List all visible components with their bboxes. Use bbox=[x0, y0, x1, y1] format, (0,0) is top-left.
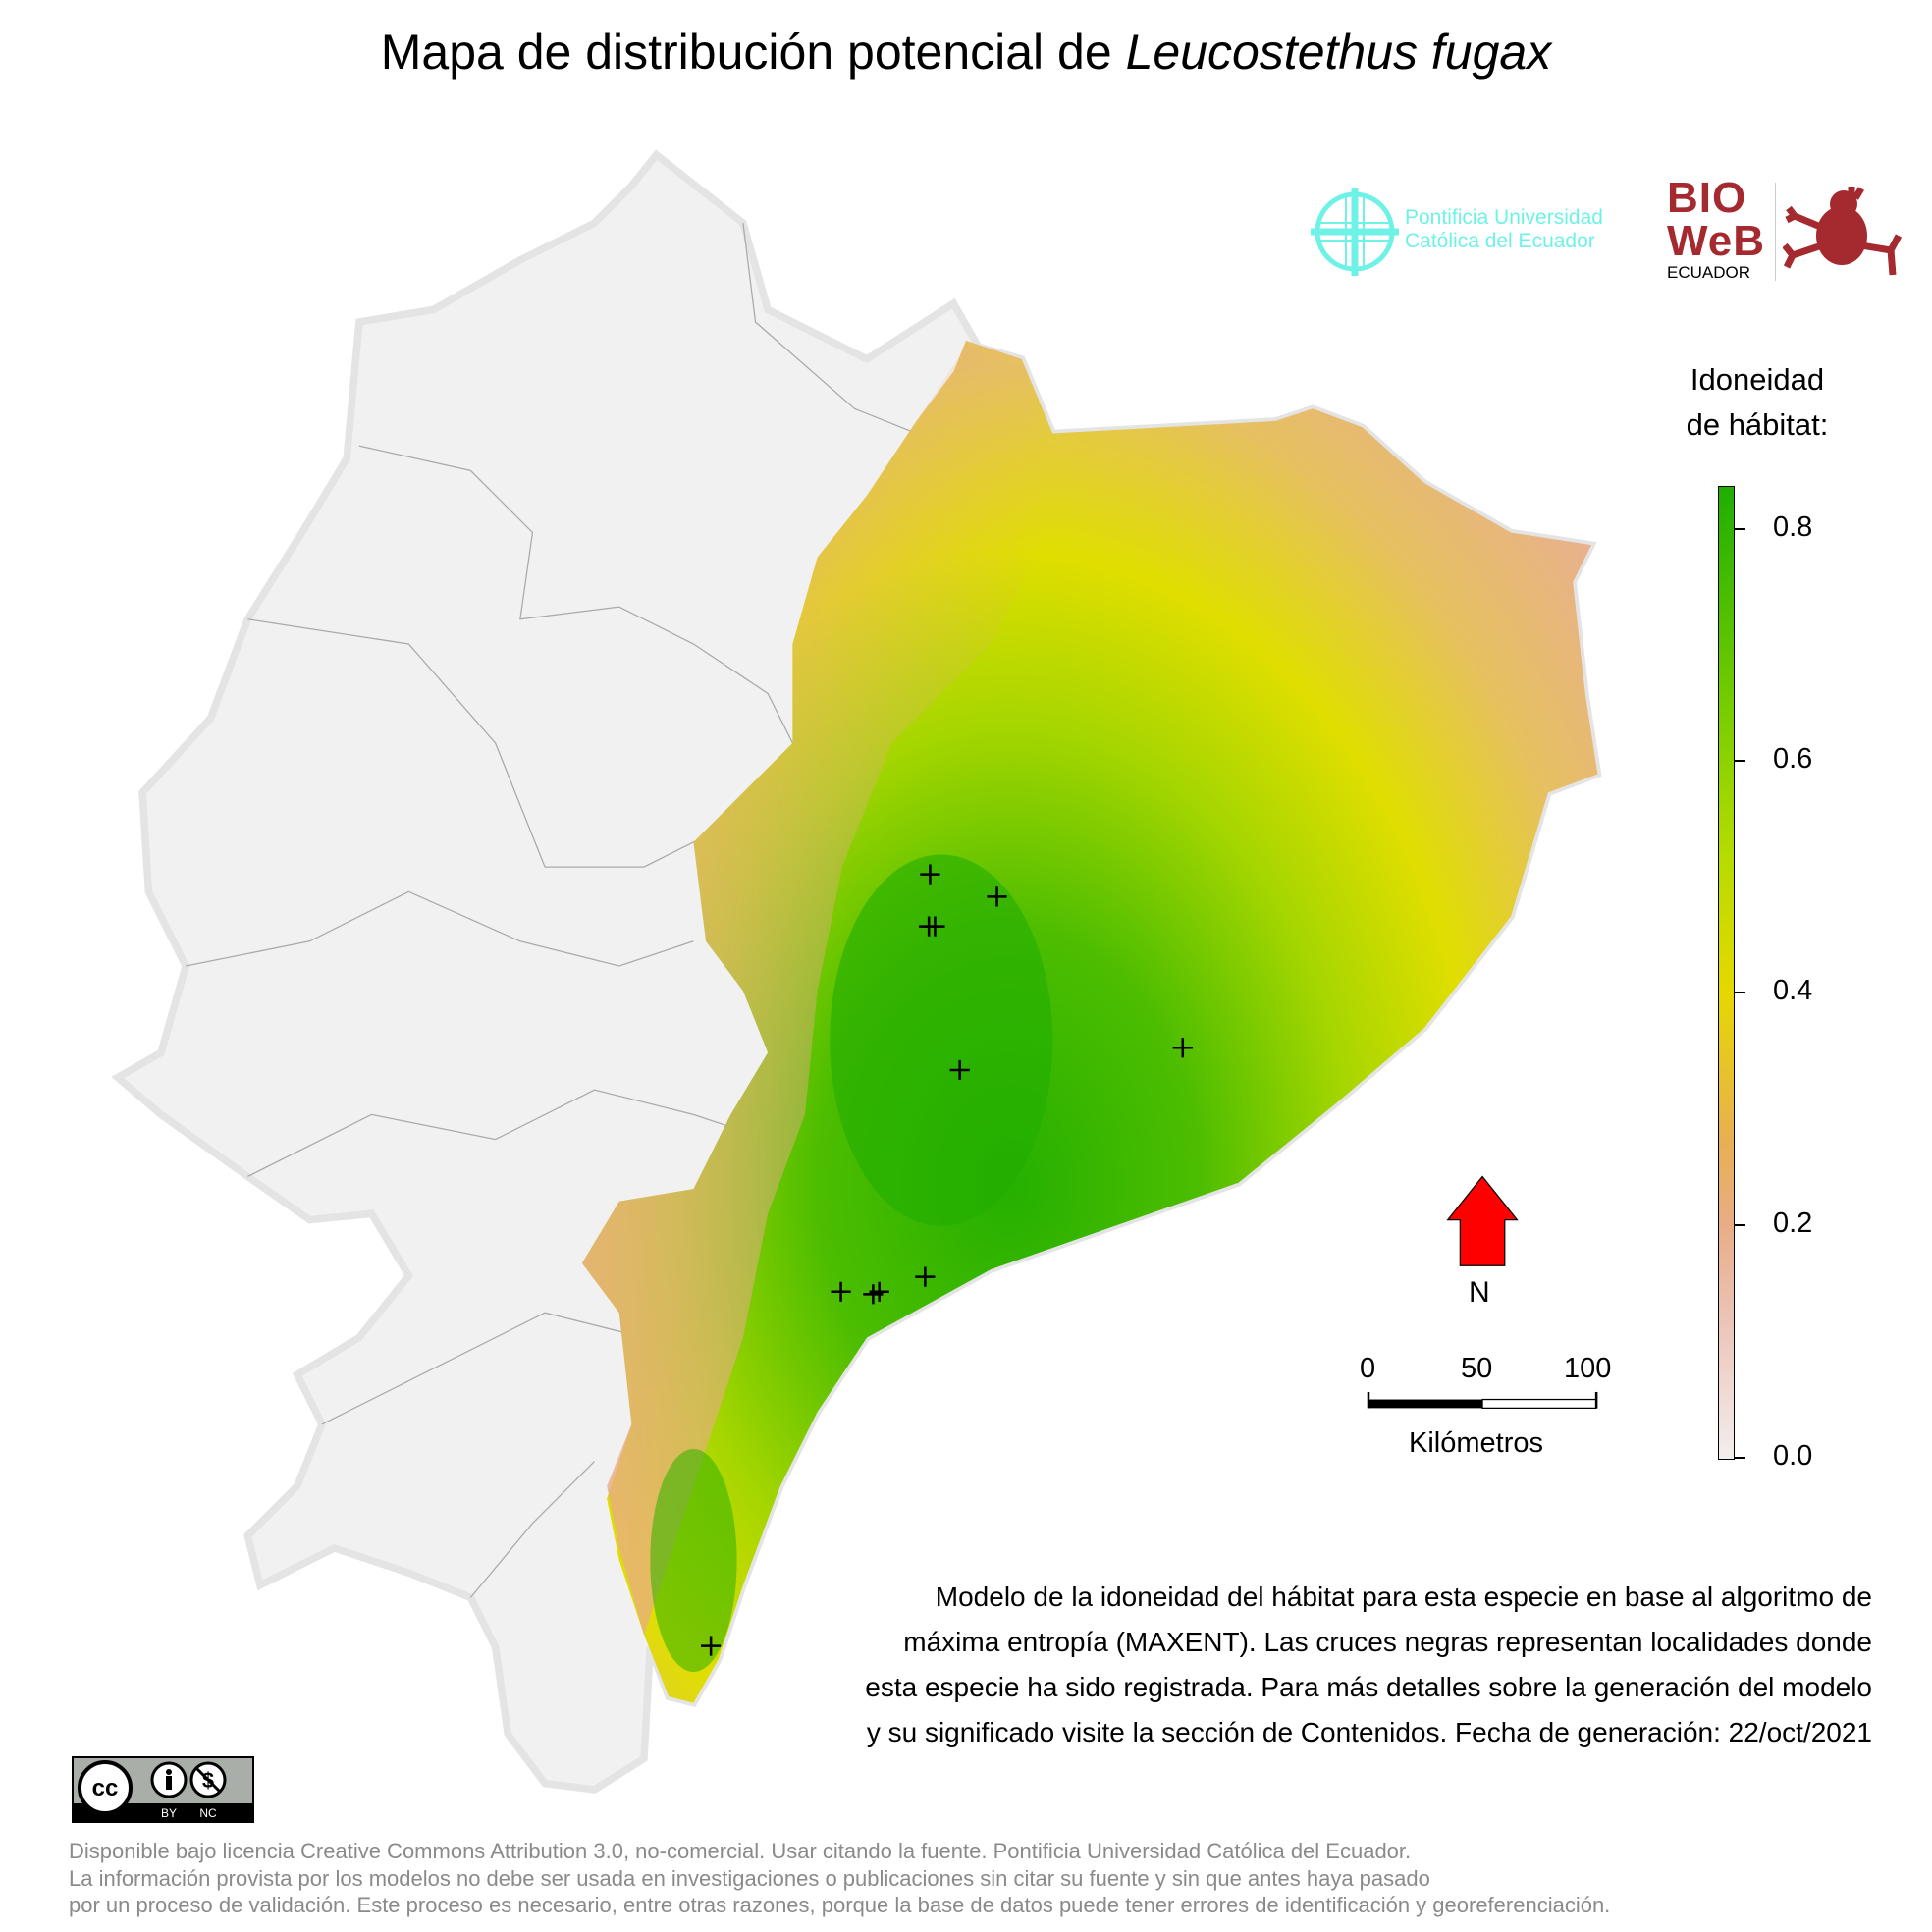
color-bar bbox=[1718, 486, 1735, 1460]
license-footer: Disponible bajo licencia Creative Common… bbox=[69, 1838, 1610, 1919]
legend-title-line1: Idoneidad bbox=[1690, 362, 1825, 397]
map-caption: Modelo de la idoneidad del hábitat para … bbox=[596, 1575, 1872, 1755]
occurrence-cross-icon bbox=[949, 1059, 970, 1081]
footer-line: Disponible bajo licencia Creative Common… bbox=[69, 1839, 1412, 1863]
puce-line1: Pontificia Universidad bbox=[1405, 206, 1603, 229]
north-arrow bbox=[1446, 1175, 1519, 1266]
bioweb-line2: WeB bbox=[1667, 217, 1765, 265]
occurrence-cross-icon bbox=[920, 864, 940, 885]
map-title: Mapa de distribución potencial de Leucos… bbox=[0, 24, 1932, 80]
by-label: BY bbox=[161, 1806, 177, 1820]
tick-0 bbox=[1734, 1457, 1745, 1459]
species-name: Leucostethus fugax bbox=[1125, 25, 1552, 80]
north-label: N bbox=[1469, 1276, 1490, 1309]
bioweb-line3: ECUADOR bbox=[1667, 263, 1751, 282]
occurrence-cross-icon bbox=[987, 886, 1007, 907]
footer-line: por un proceso de validación. Este proce… bbox=[69, 1893, 1611, 1917]
north-arrow-icon bbox=[1446, 1175, 1519, 1266]
caption-line: Modelo de la idoneidad del hábitat para … bbox=[935, 1582, 1872, 1612]
bioweb-line1: BIO bbox=[1667, 174, 1747, 222]
tick-label: 0.4 bbox=[1773, 975, 1813, 1006]
high-suitability-core bbox=[830, 854, 1053, 1226]
cc-icon: cc bbox=[92, 1775, 119, 1801]
cc-icons: cc $ BY NC bbox=[74, 1760, 252, 1821]
occurrence-cross-icon bbox=[701, 1636, 722, 1656]
tick-04 bbox=[1734, 992, 1745, 993]
occurrence-cross-icon bbox=[831, 1281, 851, 1302]
tick-label: 0.0 bbox=[1773, 1440, 1813, 1472]
puce-logo-text: Pontificia Universidad Católica del Ecuad… bbox=[1405, 206, 1603, 253]
nc-label: NC bbox=[199, 1806, 217, 1820]
scale-bar bbox=[1367, 1391, 1598, 1409]
bioweb-logo: BIO WeB ECUADOR bbox=[1667, 177, 1765, 283]
caption-line: esta especie ha sido registrada. Para má… bbox=[865, 1672, 1872, 1702]
logo-divider bbox=[1775, 183, 1776, 281]
tick-02 bbox=[1734, 1224, 1745, 1226]
tick-label: 0.2 bbox=[1773, 1208, 1813, 1239]
scale-label-50: 50 bbox=[1461, 1353, 1493, 1384]
cc-by-nc-badge[interactable]: cc $ BY NC bbox=[72, 1756, 254, 1823]
puce-logo-icon bbox=[1311, 188, 1399, 276]
tick-08 bbox=[1734, 528, 1745, 530]
frog-logo-icon bbox=[1783, 187, 1903, 276]
legend-title-line2: de hábitat: bbox=[1686, 407, 1829, 442]
andes-low-suitability bbox=[581, 347, 1053, 1636]
scale-unit: Kilómetros bbox=[1409, 1427, 1543, 1459]
tick-06 bbox=[1734, 760, 1745, 762]
tick-label: 0.6 bbox=[1773, 743, 1813, 775]
scale-label-100: 100 bbox=[1564, 1353, 1612, 1384]
high-suitability-south bbox=[650, 1449, 737, 1673]
occurrence-cross-icon bbox=[925, 916, 945, 937]
scale-label-0: 0 bbox=[1360, 1353, 1376, 1384]
occurrence-points bbox=[701, 864, 1193, 1656]
legend-title: Idoneidad de hábitat: bbox=[1669, 357, 1846, 448]
puce-line2: Católica del Ecuador bbox=[1405, 230, 1595, 252]
occurrence-cross-icon bbox=[1172, 1038, 1193, 1058]
caption-line: máxima entropía (MAXENT). Las cruces neg… bbox=[903, 1627, 1872, 1657]
occurrence-cross-icon bbox=[915, 1266, 936, 1287]
occurrence-cross-icon bbox=[869, 1281, 889, 1302]
title-text: Mapa de distribución potencial de bbox=[380, 25, 1126, 80]
footer-line: La información provista por los modelos … bbox=[69, 1865, 1430, 1891]
tick-label: 0.8 bbox=[1773, 511, 1813, 543]
caption-line: y su significado visite la sección de Co… bbox=[866, 1717, 1872, 1747]
